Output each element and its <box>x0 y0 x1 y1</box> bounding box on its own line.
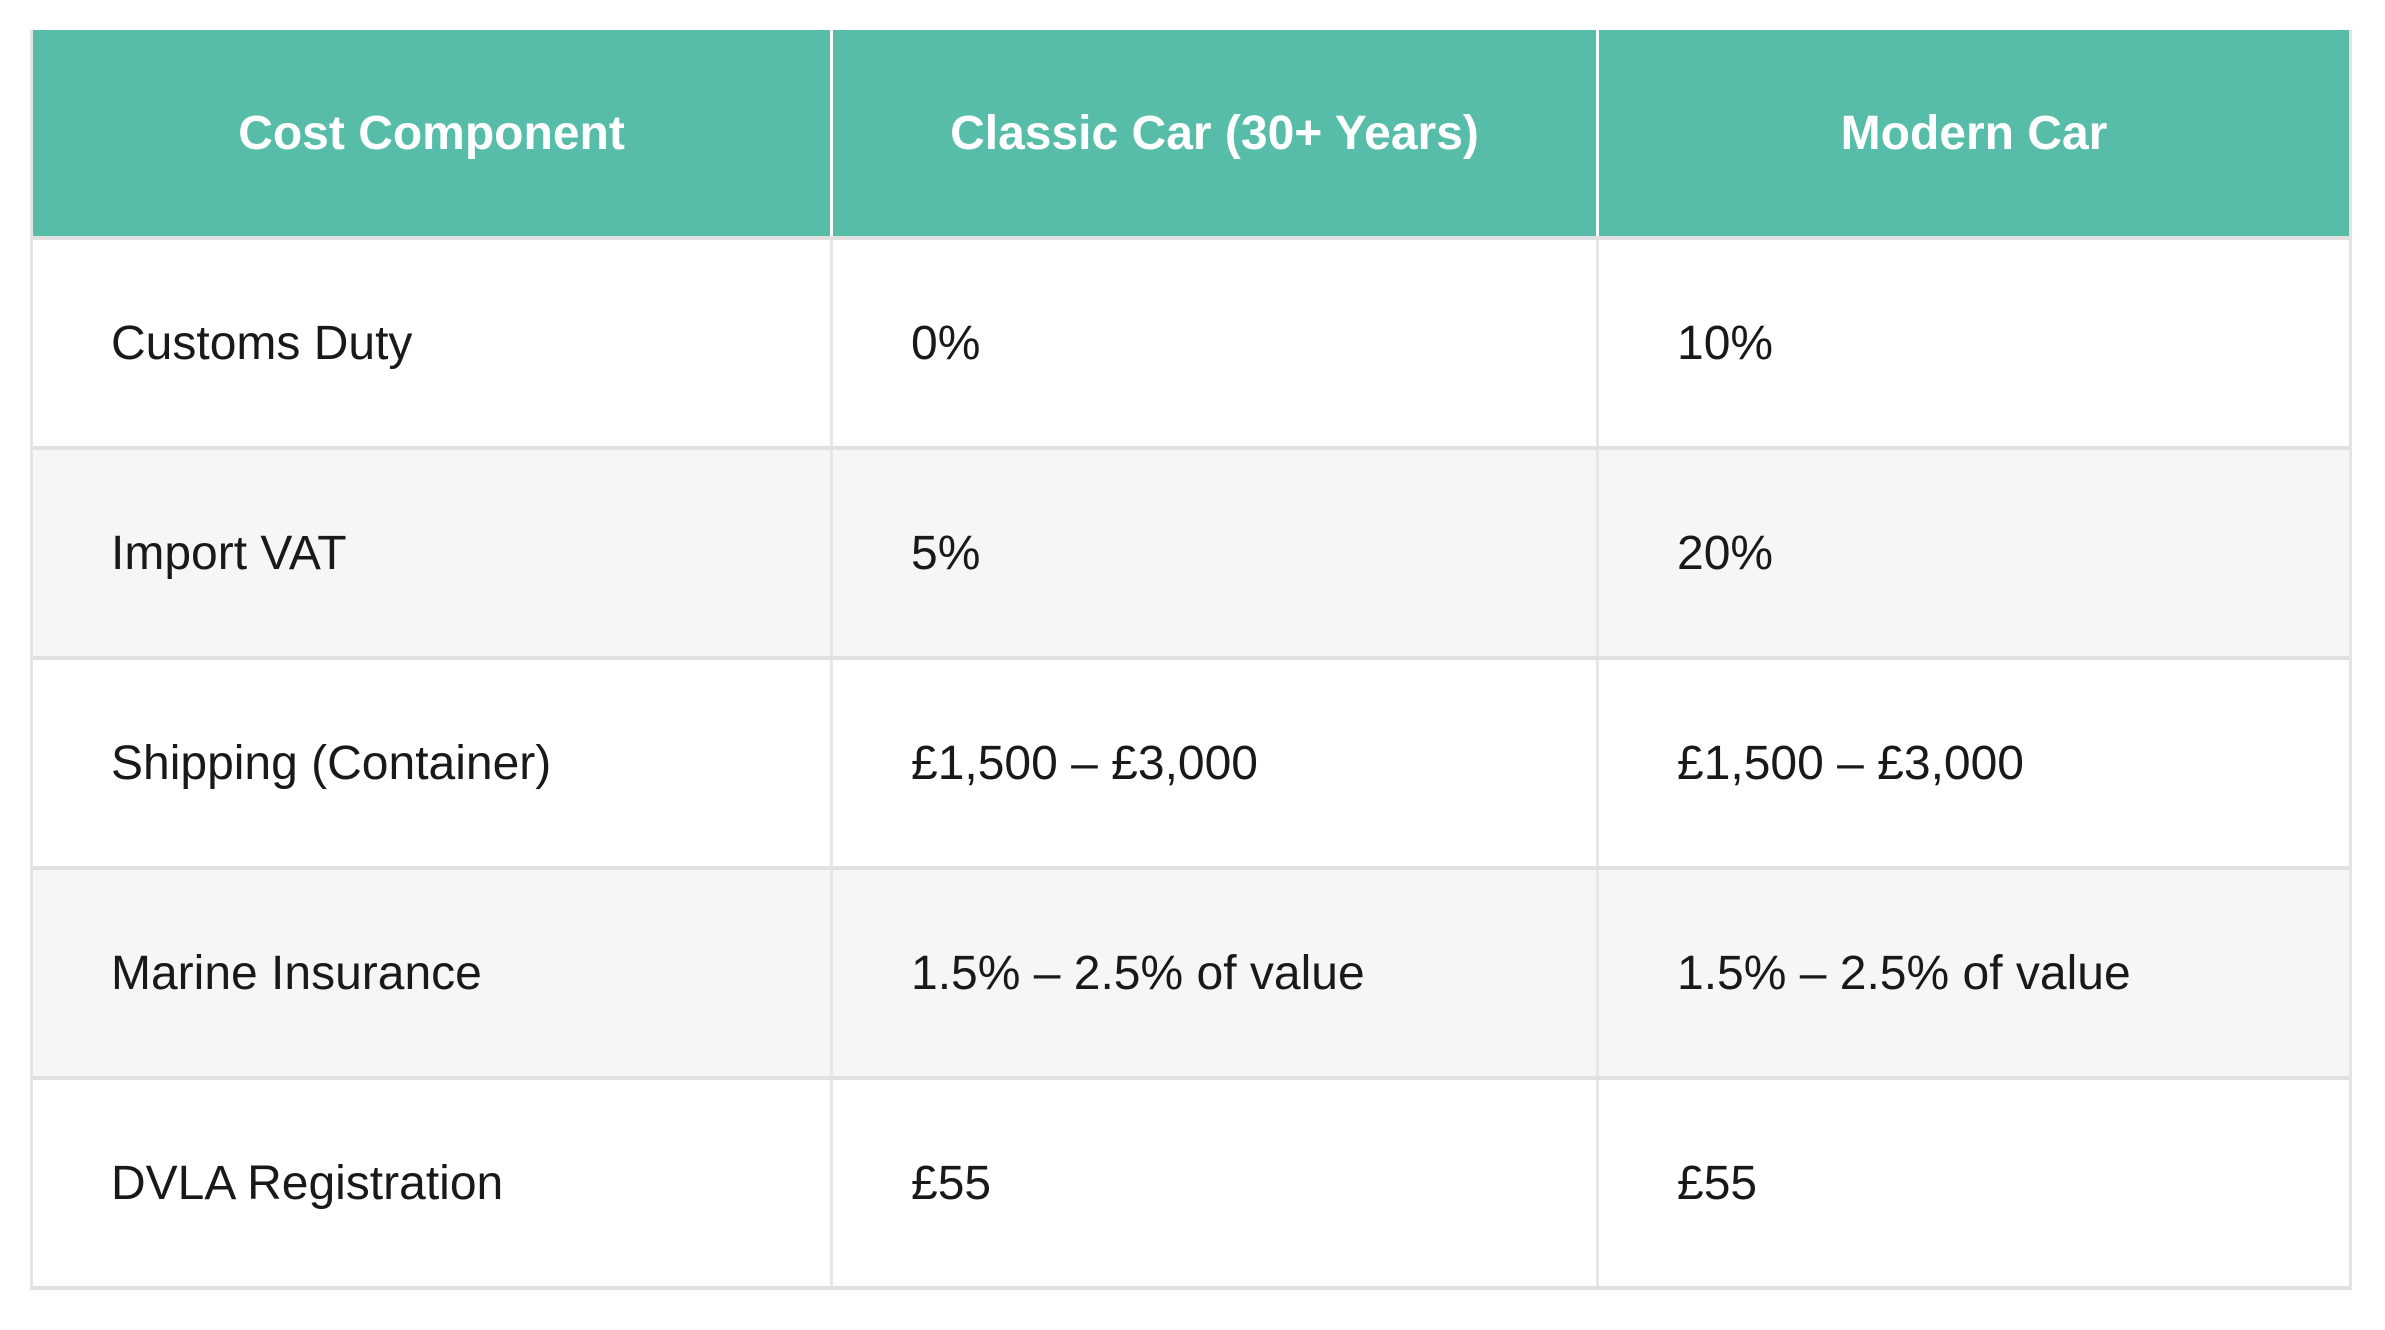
component-cell: DVLA Registration <box>111 1156 504 1210</box>
table-row-customs-duty: Customs Duty 0% 10% <box>33 236 2349 446</box>
classic-value-cell: 0% <box>830 240 1596 446</box>
component-cell: Customs Duty <box>111 316 413 370</box>
modern-value-cell: £55 <box>1596 1080 2349 1286</box>
header-cell-cost-component: Cost Component <box>238 106 625 160</box>
modern-value-cell: 10% <box>1596 240 2349 446</box>
table-header-row: Cost Component Classic Car (30+ Years) M… <box>33 30 2349 236</box>
component-cell: Import VAT <box>111 526 347 580</box>
header-cell-classic-car: Classic Car (30+ Years) <box>830 30 1596 236</box>
classic-value-cell: £55 <box>830 1080 1596 1286</box>
table-row-import-vat: Import VAT 5% 20% <box>33 446 2349 656</box>
classic-value-cell: 5% <box>830 450 1596 656</box>
cost-comparison-table: Cost Component Classic Car (30+ Years) M… <box>30 30 2352 1290</box>
table-row-marine-insurance: Marine Insurance 1.5% – 2.5% of value 1.… <box>33 866 2349 1076</box>
modern-value-cell: 1.5% – 2.5% of value <box>1596 870 2349 1076</box>
classic-value-cell: £1,500 – £3,000 <box>830 660 1596 866</box>
header-cell-modern-car: Modern Car <box>1596 30 2349 236</box>
component-cell: Marine Insurance <box>111 946 482 1000</box>
component-cell: Shipping (Container) <box>111 736 552 790</box>
modern-value-cell: 20% <box>1596 450 2349 656</box>
classic-value-cell: 1.5% – 2.5% of value <box>830 870 1596 1076</box>
table-row-shipping: Shipping (Container) £1,500 – £3,000 £1,… <box>33 656 2349 866</box>
table-row-dvla-registration: DVLA Registration £55 £55 <box>33 1076 2349 1286</box>
modern-value-cell: £1,500 – £3,000 <box>1596 660 2349 866</box>
